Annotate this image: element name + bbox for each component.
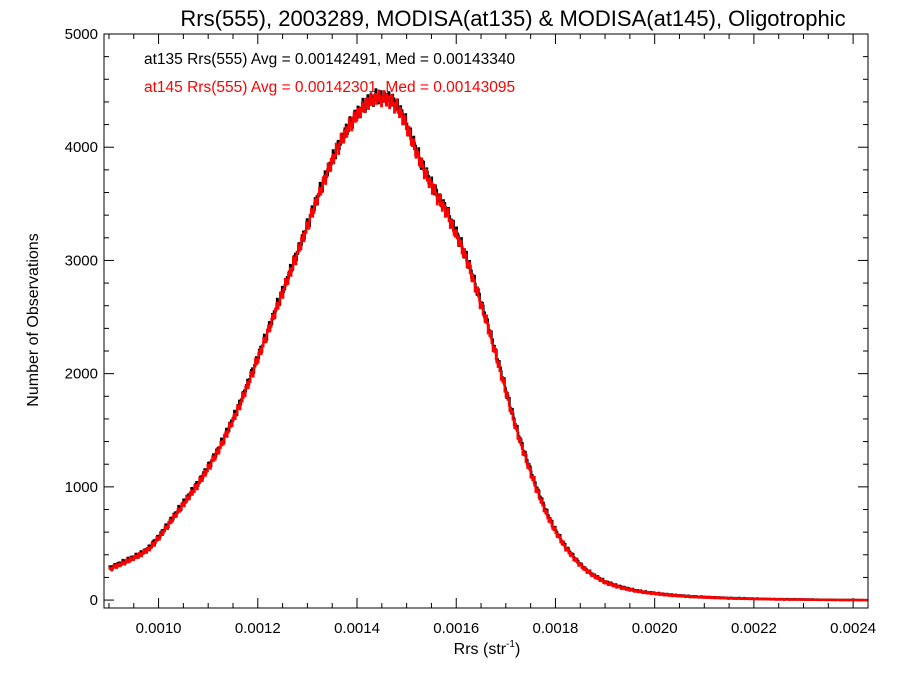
series-at145-histogram [108,89,869,602]
x-tick-label: 0.0012 [235,620,281,637]
x-axis-label-base: Rrs (str [454,641,507,658]
x-axis-label-superscript: -1 [506,639,515,650]
series-at135-histogram [108,88,868,602]
y-axis-label: Number of Observations [25,233,42,406]
x-tick-label: 0.0016 [433,620,479,637]
x-axis-label-close: ) [515,641,520,658]
y-tick-label: 1000 [65,479,98,496]
x-tick-label: 0.0010 [136,620,182,637]
y-tick-label: 2000 [65,366,98,383]
x-tick-label: 0.0024 [830,620,876,637]
x-tick-label: 0.0014 [334,620,380,637]
x-axis-label: Rrs (str-1) [454,639,521,658]
x-tick-label: 0.0022 [731,620,777,637]
y-tick-label: 3000 [65,252,98,269]
data-series [108,88,869,602]
x-tick-label: 0.0018 [533,620,579,637]
y-tick-label: 5000 [65,26,98,43]
y-tick-label: 4000 [65,139,98,156]
y-tick-label: 0 [90,592,98,609]
annotation-at135: at135 Rrs(555) Avg = 0.00142491, Med = 0… [144,51,516,68]
axis-ticks: 0.0010 0.0012 0.0014 0.0016 0.0018 0.0020 0.00… [65,26,876,637]
plot-frame [103,33,869,609]
chart-title: Rrs(555), 2003289, MODISA(at135) & MODIS… [180,6,845,31]
annotation-at145: at145 Rrs(555) Avg = 0.00142301, Med = 0… [144,79,515,96]
x-tick-label: 0.0020 [632,620,678,637]
